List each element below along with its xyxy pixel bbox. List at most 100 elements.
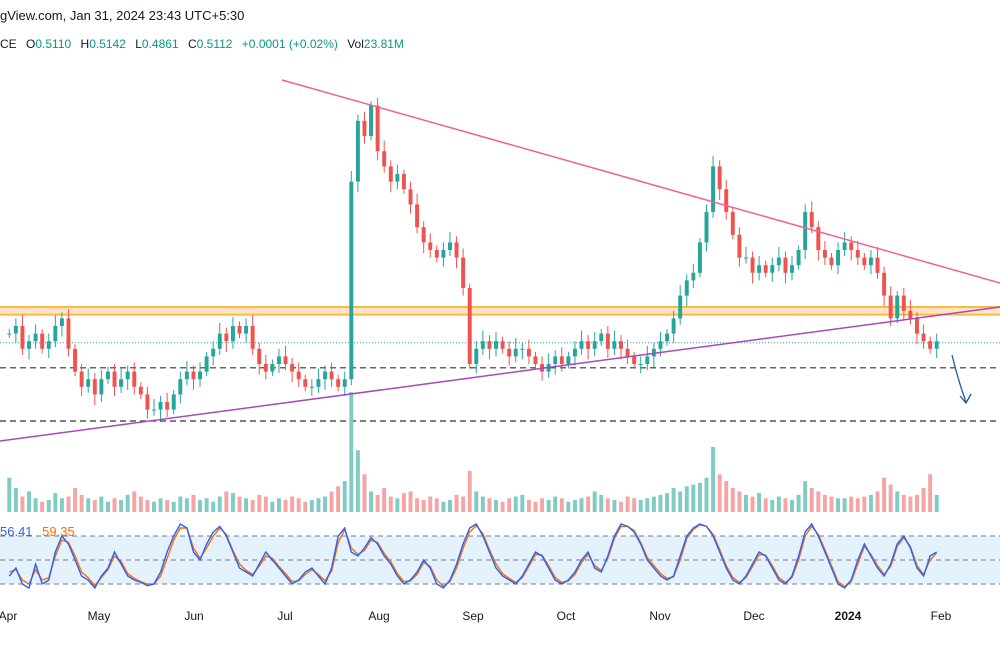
candle-body	[73, 348, 78, 372]
candle-body	[270, 364, 275, 372]
volume-bar	[191, 494, 196, 512]
volume-bar	[658, 494, 663, 512]
candle-body	[382, 151, 387, 167]
projection-arrow-head	[959, 393, 972, 405]
candle	[415, 193, 420, 234]
candle-body	[250, 326, 255, 349]
volume-bar	[704, 477, 709, 512]
volume-bar	[467, 470, 472, 512]
volume-bar	[494, 500, 498, 512]
candle-body	[369, 105, 374, 136]
candle	[579, 330, 584, 355]
x-tick-label: Nov	[649, 609, 670, 623]
candle-body	[737, 234, 742, 258]
candle-body	[211, 348, 216, 357]
candle-body	[276, 356, 281, 364]
x-tick-label: May	[88, 609, 111, 623]
candle-body	[474, 348, 479, 364]
candle-body	[112, 371, 117, 387]
candle	[20, 315, 25, 355]
ascending-support-trendline	[0, 306, 1000, 442]
volume-bar	[230, 493, 235, 512]
volume-bar	[27, 491, 31, 512]
candle-body	[13, 326, 18, 334]
candle	[263, 354, 268, 380]
volume-bar	[428, 496, 433, 512]
volume-bar	[250, 500, 255, 512]
volume-bar	[559, 498, 564, 512]
volume-bar	[40, 501, 45, 512]
candle-body	[336, 379, 341, 387]
volume-bar	[638, 500, 643, 512]
volume-label: Vol	[347, 37, 364, 51]
candle	[651, 342, 656, 368]
candle	[533, 351, 538, 369]
volume-bar	[112, 498, 117, 512]
candle-body	[467, 288, 472, 364]
candle	[270, 359, 275, 377]
candle	[632, 351, 637, 369]
candle-body	[763, 265, 768, 273]
candle	[382, 140, 387, 173]
candle-body	[40, 333, 45, 349]
candle	[691, 263, 696, 288]
candle	[520, 342, 525, 360]
volume-bar	[132, 491, 137, 512]
volume-bar	[395, 498, 400, 512]
volume-bar	[184, 498, 189, 512]
x-tick-label: Feb	[931, 609, 952, 623]
candle	[152, 398, 156, 416]
x-tick-label: Aug	[368, 609, 389, 623]
candle	[230, 316, 235, 349]
candle-body	[507, 348, 512, 357]
candle	[165, 392, 170, 418]
candle-body	[888, 295, 893, 319]
volume-bar	[849, 496, 854, 512]
candle-body	[862, 257, 867, 266]
volume-bar	[276, 498, 281, 512]
volume-bar	[316, 498, 321, 512]
candle-body	[915, 318, 919, 334]
candle	[461, 248, 466, 296]
volume-bar	[533, 501, 538, 512]
candle-body	[691, 272, 696, 281]
candle	[296, 362, 301, 387]
candle-body	[421, 227, 426, 243]
candle	[750, 251, 755, 284]
candle	[33, 324, 38, 349]
candle-body	[842, 242, 847, 250]
candle	[290, 357, 295, 383]
candle-body	[257, 348, 262, 364]
candle	[790, 256, 794, 281]
volume-bar	[33, 498, 38, 512]
candle	[401, 169, 406, 194]
candle	[125, 365, 130, 390]
volume-bar	[211, 501, 216, 512]
candle	[184, 360, 189, 386]
candle	[46, 333, 51, 358]
x-tick-label: Dec	[743, 609, 764, 623]
candle	[362, 111, 367, 144]
candle-body	[816, 227, 821, 250]
candle	[625, 339, 630, 364]
candle	[171, 389, 176, 415]
candle-body	[244, 326, 249, 334]
candle-body	[619, 341, 623, 349]
candle	[803, 204, 808, 260]
candle-body	[829, 257, 834, 266]
candle-body	[645, 356, 650, 364]
candle	[257, 342, 262, 375]
candle-body	[796, 250, 801, 266]
candle	[467, 283, 472, 369]
chart-source-timestamp: gView.com, Jan 31, 2024 23:43 UTC+5:30	[0, 8, 245, 23]
candle	[99, 370, 104, 402]
volume-bar	[757, 493, 762, 512]
candle-body	[105, 371, 110, 380]
candle-body	[605, 333, 610, 349]
volume-bar	[724, 481, 729, 512]
candle-body	[395, 174, 400, 182]
candle	[138, 382, 143, 399]
candle-body	[132, 371, 137, 387]
volume-bar	[448, 500, 452, 512]
